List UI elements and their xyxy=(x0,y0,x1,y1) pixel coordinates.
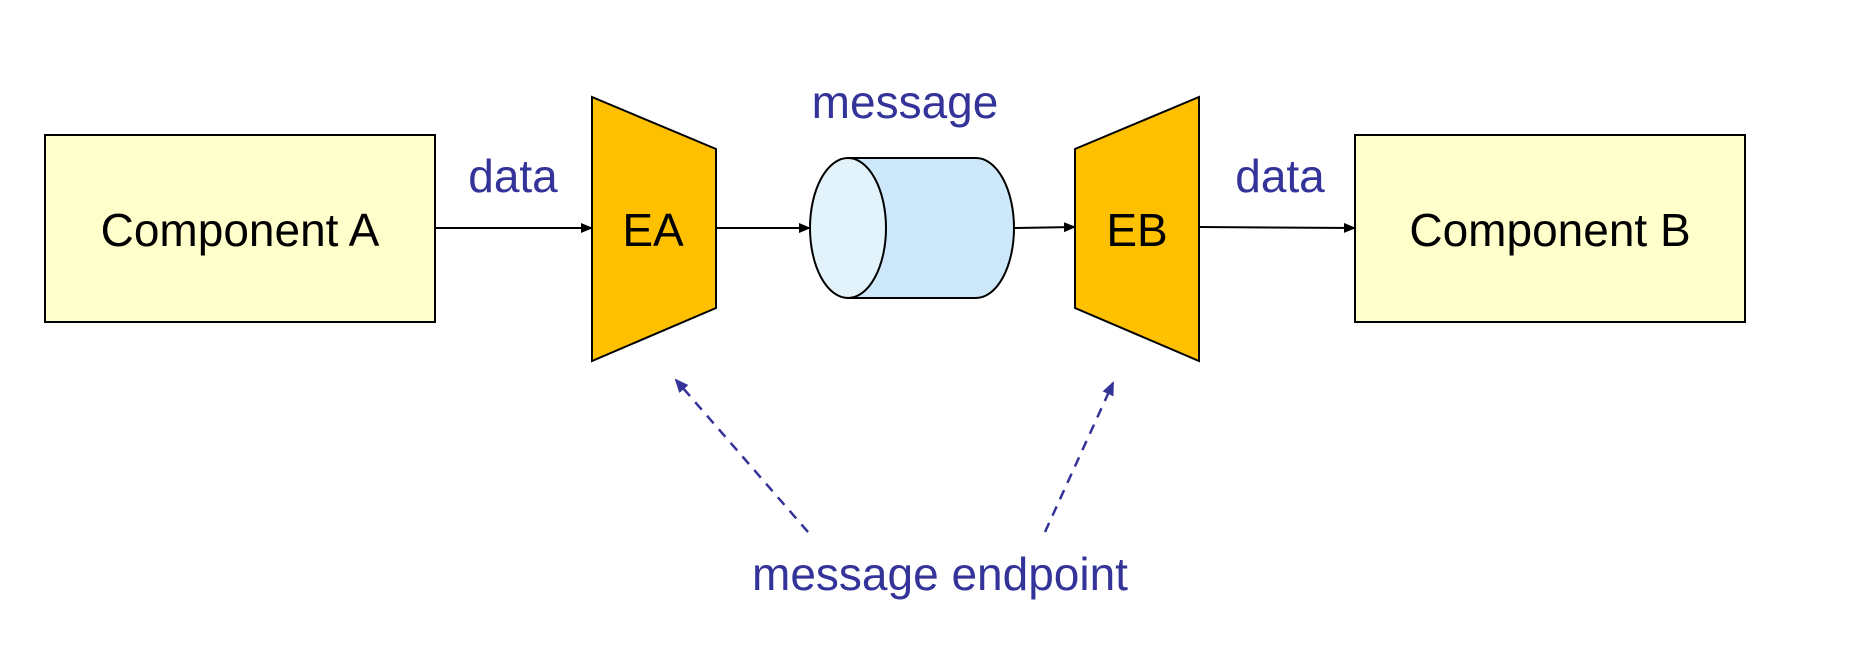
data-label-left: data xyxy=(468,150,558,202)
endpoint-eb-label: EB xyxy=(1106,204,1167,256)
component-a-box xyxy=(44,134,436,323)
endpoint-ea-shape xyxy=(591,95,717,363)
arrow-channel-to-eb xyxy=(1013,222,1076,233)
data-label-right: data xyxy=(1235,150,1325,202)
component-b-label: Component B xyxy=(1409,204,1690,256)
pointer-arrow-to-ea xyxy=(674,378,809,533)
endpoint-eb-shape xyxy=(1074,95,1200,363)
endpoint-ea-label: EA xyxy=(622,204,684,256)
message-channel xyxy=(809,157,1015,299)
component-b-box xyxy=(1354,134,1746,323)
message-channel-body xyxy=(847,157,1015,299)
message-label: message xyxy=(812,76,999,128)
message-endpoint-label: message endpoint xyxy=(752,548,1128,600)
component-a-label: Component A xyxy=(101,204,380,256)
message-channel-face xyxy=(809,157,887,299)
pointer-arrow-to-eb xyxy=(1043,381,1115,533)
arrow-eb-to-component-b xyxy=(1198,222,1356,233)
